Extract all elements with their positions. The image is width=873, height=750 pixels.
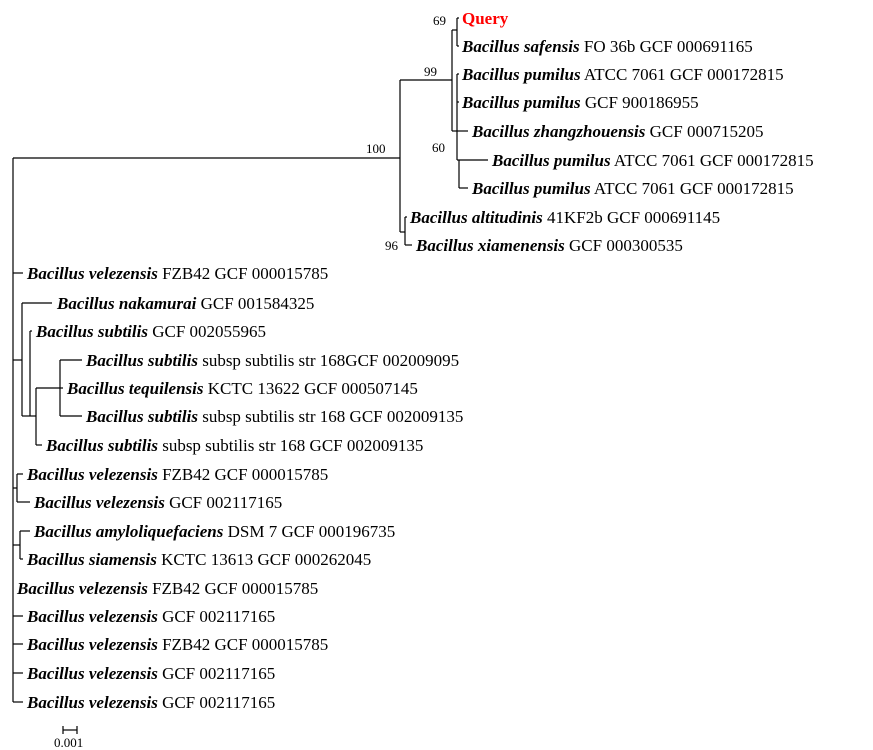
taxon-name: Bacillus pumilus xyxy=(461,93,581,112)
taxon-name: Bacillus subtilis xyxy=(85,351,198,370)
taxon-label: Bacillus velezensis GCF 002117165 xyxy=(26,607,275,626)
taxon-name: Bacillus velezensis xyxy=(26,465,158,484)
taxon-name: Bacillus amyloliquefaciens xyxy=(33,522,224,541)
taxon-label: Bacillus safensis FO 36b GCF 000691165 xyxy=(461,37,753,56)
taxon-label: Bacillus velezensis GCF 002117165 xyxy=(26,693,275,712)
scale-bar-label: 0.001 xyxy=(54,735,83,750)
taxon-name: Bacillus safensis xyxy=(461,37,580,56)
taxon-strain: GCF 000715205 xyxy=(650,122,764,141)
taxon-name: Bacillus pumilus xyxy=(491,151,611,170)
taxon-name: Bacillus velezensis xyxy=(26,264,158,283)
taxon-label: Bacillus pumilus ATCC 7061 GCF 000172815 xyxy=(461,65,784,84)
taxon-strain: FZB42 GCF 000015785 xyxy=(162,264,328,283)
taxon-strain: GCF 002117165 xyxy=(162,664,275,683)
taxon-strain: GCF 002117165 xyxy=(169,493,282,512)
bootstrap-69: 69 xyxy=(433,13,446,28)
taxon-strain: FZB42 GCF 000015785 xyxy=(152,579,318,598)
bootstrap-values: 69 99 100 60 96 xyxy=(366,13,446,253)
taxon-name: Bacillus siamensis xyxy=(26,550,157,569)
taxon-label: Bacillus velezensis FZB42 GCF 000015785 xyxy=(26,465,328,484)
taxon-label: Bacillus nakamurai GCF 001584325 xyxy=(56,294,314,313)
taxon-name: Bacillus velezensis xyxy=(26,693,158,712)
taxon-name: Bacillus tequilensis xyxy=(66,379,204,398)
taxon-label: Bacillus pumilus ATCC 7061 GCF 000172815 xyxy=(471,179,794,198)
taxon-strain: DSM 7 GCF 000196735 xyxy=(228,522,396,541)
taxon-name: Bacillus subtilis xyxy=(85,407,198,426)
scale-bar: 0.001 xyxy=(54,726,83,750)
taxon-strain: ATCC 7061 GCF 000172815 xyxy=(594,179,794,198)
taxon-label: Bacillus subtilis GCF 002055965 xyxy=(35,322,266,341)
taxon-name: Bacillus velezensis xyxy=(26,607,158,626)
taxon-strain: subsp subtilis str 168 GCF 002009135 xyxy=(162,436,423,455)
taxon-label: Bacillus velezensis GCF 002117165 xyxy=(26,664,275,683)
taxon-label: Bacillus subtilis subsp subtilis str 168… xyxy=(45,436,423,455)
bootstrap-99: 99 xyxy=(424,64,437,79)
taxon-name: Bacillus subtilis xyxy=(35,322,148,341)
taxon-strain: FO 36b GCF 000691165 xyxy=(584,37,753,56)
taxon-name: Bacillus velezensis xyxy=(26,635,158,654)
taxon-label: Bacillus subtilis subsp subtilis str 168… xyxy=(85,407,463,426)
taxon-label: Bacillus siamensis KCTC 13613 GCF 000262… xyxy=(26,550,371,569)
bootstrap-100: 100 xyxy=(366,141,386,156)
taxon-label: Bacillus velezensis GCF 002117165 xyxy=(33,493,282,512)
taxon-strain: subsp subtilis str 168 GCF 002009135 xyxy=(202,407,463,426)
taxon-strain: KCTC 13613 GCF 000262045 xyxy=(161,550,371,569)
taxon-strain: FZB42 GCF 000015785 xyxy=(162,465,328,484)
taxon-name: Bacillus velezensis xyxy=(26,664,158,683)
taxon-label: Bacillus tequilensis KCTC 13622 GCF 0005… xyxy=(66,379,418,398)
taxon-name: Bacillus altitudinis xyxy=(409,208,543,227)
taxon-strain: GCF 900186955 xyxy=(585,93,699,112)
taxon-label: Bacillus pumilus ATCC 7061 GCF 000172815 xyxy=(491,151,814,170)
taxon-label: Bacillus altitudinis 41KF2b GCF 00069114… xyxy=(409,208,720,227)
taxon-label: Bacillus xiamenensis GCF 000300535 xyxy=(415,236,683,255)
taxon-strain: GCF 002117165 xyxy=(162,693,275,712)
taxon-strain: GCF 001584325 xyxy=(201,294,315,313)
taxon-label: Bacillus subtilis subsp subtilis str 168… xyxy=(85,351,459,370)
taxon-name: Bacillus pumilus xyxy=(461,65,581,84)
taxon-strain: GCF 000300535 xyxy=(569,236,683,255)
taxon-strain: 41KF2b GCF 000691145 xyxy=(547,208,720,227)
taxon-label: Bacillus pumilus GCF 900186955 xyxy=(461,93,699,112)
taxon-name: Query xyxy=(462,9,509,28)
taxon-strain: ATCC 7061 GCF 000172815 xyxy=(614,151,814,170)
taxon-strain: GCF 002117165 xyxy=(162,607,275,626)
taxon-label-query: Query xyxy=(462,9,509,28)
taxon-name: Bacillus xiamenensis xyxy=(415,236,565,255)
taxon-name: Bacillus velezensis xyxy=(16,579,148,598)
taxon-labels: Query Bacillus safensis FO 36b GCF 00069… xyxy=(16,9,814,712)
tree-branches xyxy=(12,17,488,703)
taxon-strain: KCTC 13622 GCF 000507145 xyxy=(208,379,418,398)
taxon-label: Bacillus amyloliquefaciens DSM 7 GCF 000… xyxy=(33,522,395,541)
taxon-name: Bacillus pumilus xyxy=(471,179,591,198)
taxon-strain: subsp subtilis str 168GCF 002009095 xyxy=(202,351,459,370)
taxon-strain: GCF 002055965 xyxy=(152,322,266,341)
taxon-name: Bacillus nakamurai xyxy=(56,294,197,313)
taxon-label: Bacillus velezensis FZB42 GCF 000015785 xyxy=(26,635,328,654)
taxon-label: Bacillus velezensis FZB42 GCF 000015785 xyxy=(26,264,328,283)
bootstrap-96: 96 xyxy=(385,238,399,253)
taxon-name: Bacillus subtilis xyxy=(45,436,158,455)
taxon-label: Bacillus zhangzhouensis GCF 000715205 xyxy=(471,122,763,141)
taxon-name: Bacillus velezensis xyxy=(33,493,165,512)
taxon-strain: ATCC 7061 GCF 000172815 xyxy=(584,65,784,84)
taxon-name: Bacillus zhangzhouensis xyxy=(471,122,646,141)
taxon-label: Bacillus velezensis FZB42 GCF 000015785 xyxy=(16,579,318,598)
taxon-strain: FZB42 GCF 000015785 xyxy=(162,635,328,654)
bootstrap-60: 60 xyxy=(432,140,445,155)
